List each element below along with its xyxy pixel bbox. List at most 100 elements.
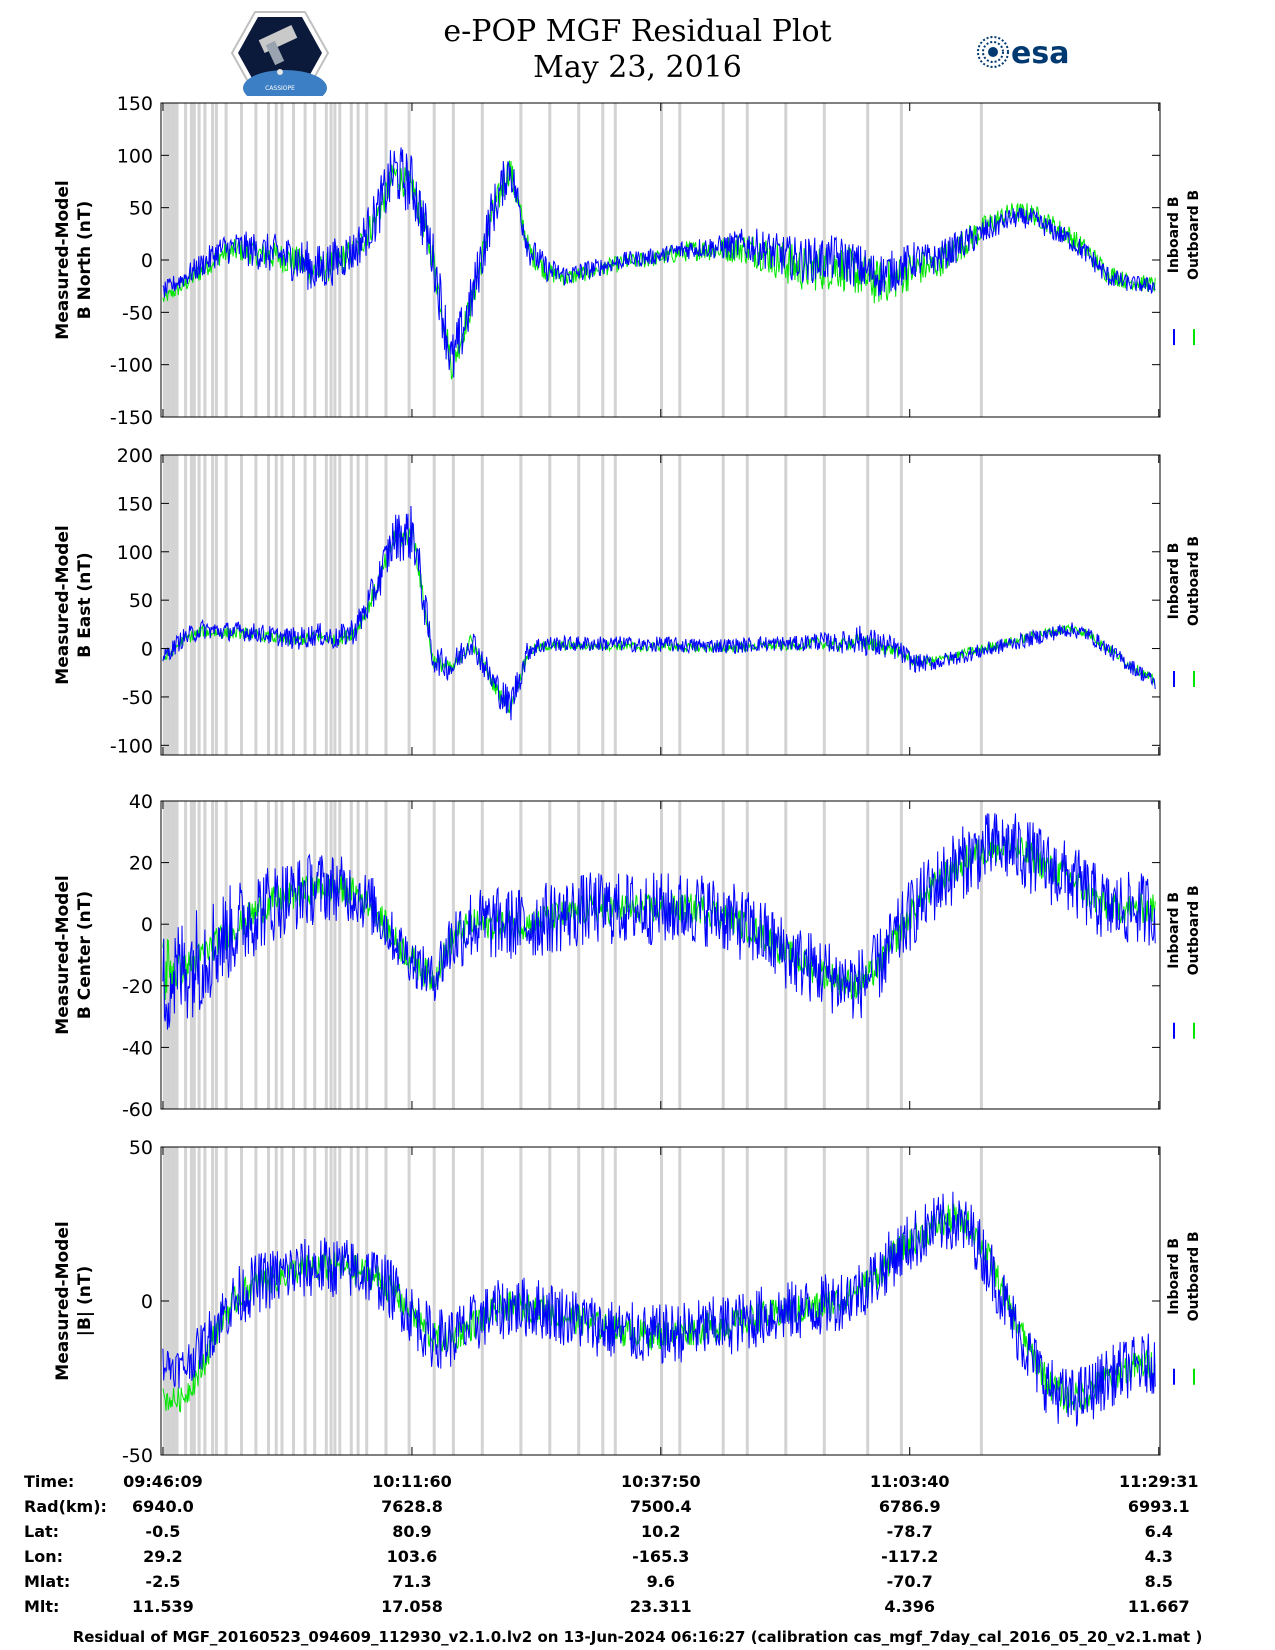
data-gap-bar — [365, 103, 369, 417]
series-line-outboard — [162, 524, 1156, 714]
data-gap-bar — [899, 455, 903, 755]
info-row-label: Rad(km): — [24, 1497, 107, 1516]
y-tick-label: 200 — [117, 445, 153, 467]
data-gap-bar — [280, 801, 284, 1109]
data-gap-bar — [979, 455, 983, 755]
series-line-inboard — [162, 813, 1156, 1030]
data-gap-bar — [211, 103, 215, 417]
y-tick-label: -100 — [110, 355, 153, 377]
data-gap-bar — [211, 455, 215, 755]
data-gap-bar — [175, 455, 179, 755]
data-gap-bar — [678, 1147, 682, 1455]
data-gap-bar — [254, 1147, 258, 1455]
data-gap-bar — [601, 801, 605, 1109]
data-gap-bar — [822, 801, 826, 1109]
data-gap-bar — [745, 455, 749, 755]
y-tick-label: 100 — [117, 542, 153, 564]
info-cell: 6940.0 — [132, 1497, 194, 1516]
info-cell: 09:46:09 — [123, 1472, 203, 1491]
data-gap-bar — [324, 1147, 328, 1455]
data-gap-bar — [432, 1147, 436, 1455]
legend-label-inboard: Inboard B — [1166, 197, 1182, 274]
y-tick-label: -150 — [110, 407, 153, 429]
data-gap-bar — [292, 1147, 295, 1455]
data-gap-bar — [197, 1147, 201, 1455]
data-gap-bar — [899, 801, 903, 1109]
data-gap-bar — [224, 103, 228, 417]
y-tick-label: 50 — [129, 198, 153, 220]
data-gap-bar — [167, 1147, 171, 1455]
data-gap-bar — [480, 1147, 484, 1455]
chart-title: e-POP MGF Residual Plot May 23, 2016 — [0, 14, 1275, 86]
data-gap-bar — [313, 801, 317, 1109]
data-gap-bar — [548, 801, 552, 1109]
series-line-inboard — [162, 1191, 1156, 1427]
y-axis-label: Measured-Model — [53, 875, 73, 1034]
data-gap-bar — [192, 801, 196, 1109]
info-row-label: Lon: — [24, 1547, 63, 1566]
series-line-outboard — [162, 1203, 1156, 1413]
data-gap-bar — [170, 103, 174, 417]
data-gap-bar — [333, 1147, 337, 1455]
data-gap-bar — [172, 1147, 176, 1455]
y-tick-label: 100 — [117, 145, 153, 167]
data-gap-bar — [407, 1147, 411, 1455]
legend-label-outboard: Outboard B — [1186, 1231, 1202, 1321]
data-gap-bar — [240, 103, 243, 417]
data-gap-bar — [333, 103, 337, 417]
info-cell: 6786.9 — [879, 1497, 941, 1516]
data-gap-bar — [613, 1147, 617, 1455]
y-axis-label: Measured-Model — [53, 180, 73, 339]
data-gap-bar — [548, 455, 552, 755]
info-cell: 10:37:50 — [621, 1472, 701, 1491]
data-gap-bar — [333, 801, 337, 1109]
data-gap-bar — [745, 1147, 749, 1455]
data-gap-bar — [292, 801, 295, 1109]
data-gap-bar — [548, 1147, 552, 1455]
info-cell: -2.5 — [145, 1572, 180, 1591]
info-cell: -78.7 — [887, 1522, 933, 1541]
data-gap-bar — [274, 801, 278, 1109]
data-gap-bar — [613, 455, 617, 755]
data-gap-bar — [197, 455, 201, 755]
data-gap-bar — [170, 801, 174, 1109]
data-gap-bar — [254, 801, 258, 1109]
data-gap-bar — [172, 455, 176, 755]
y-tick-label: 20 — [129, 853, 153, 875]
legend-label-outboard: Outboard B — [1186, 536, 1202, 626]
data-gap-bar — [203, 103, 207, 417]
info-cell: 6993.1 — [1128, 1497, 1190, 1516]
data-gap-bar — [203, 455, 207, 755]
data-gap-bar — [162, 455, 166, 755]
data-gap-bar — [365, 1147, 369, 1455]
y-axis-label: B East (nT) — [75, 552, 95, 657]
info-cell: -70.7 — [887, 1572, 933, 1591]
data-gap-bar — [721, 103, 725, 417]
y-tick-label: 0 — [141, 639, 153, 661]
data-gap-bar — [432, 801, 436, 1109]
data-gap-bar — [170, 1147, 174, 1455]
data-gap-bar — [338, 455, 342, 755]
data-gap-bar — [660, 801, 663, 1109]
legend-label-inboard: Inboard B — [1166, 892, 1182, 969]
data-gap-bar — [267, 1147, 270, 1455]
y-tick-label: -40 — [122, 1037, 153, 1059]
data-gap-bar — [267, 455, 270, 755]
data-gap-bar — [519, 801, 523, 1109]
data-gap-bar — [189, 801, 193, 1109]
data-gap-bar — [601, 103, 605, 417]
esa-logo: esa — [977, 36, 1069, 71]
data-gap-bar — [329, 455, 333, 755]
data-gap-bar — [407, 801, 411, 1109]
y-tick-label: 0 — [141, 914, 153, 936]
data-gap-bar — [211, 1147, 215, 1455]
data-gap-bar — [660, 103, 663, 417]
data-gap-bar — [324, 455, 328, 755]
data-gap-bar — [189, 455, 193, 755]
data-gap-bar — [660, 455, 663, 755]
info-cell: 7628.8 — [381, 1497, 443, 1516]
info-cell: 11.667 — [1128, 1597, 1190, 1616]
info-row-label: Time: — [24, 1472, 74, 1491]
data-gap-bar — [172, 103, 176, 417]
